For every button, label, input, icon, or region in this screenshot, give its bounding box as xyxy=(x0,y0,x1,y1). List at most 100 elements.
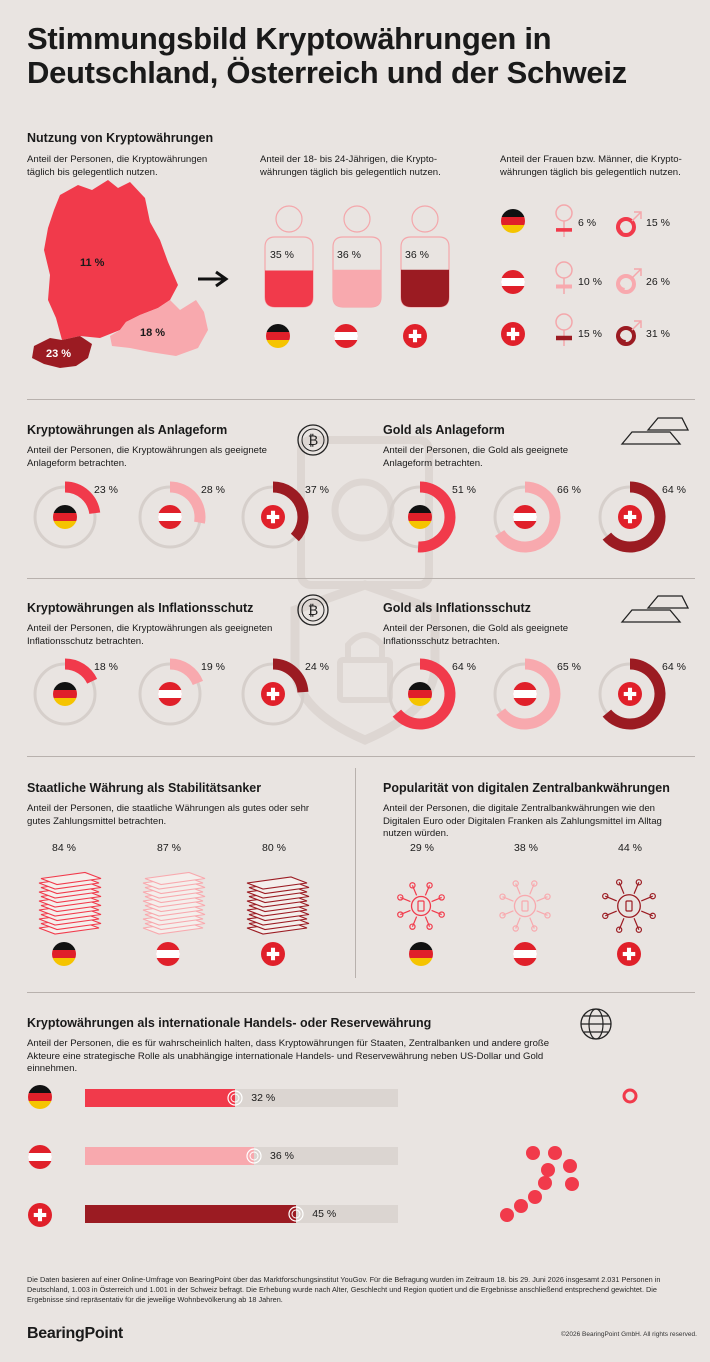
dot xyxy=(538,1176,552,1190)
reserve-bar-at xyxy=(85,1147,255,1165)
person-fill xyxy=(401,269,449,307)
donut-chart xyxy=(138,658,204,726)
infl-crypto-de: 18 % xyxy=(94,661,118,673)
dot-ring xyxy=(622,1088,638,1104)
infl-gold-title: Gold als Inflationsschutz xyxy=(383,601,531,615)
money-stack-icon xyxy=(38,871,102,935)
copyright: ©2026 BearingPoint GmbH. All rights rese… xyxy=(561,1331,697,1338)
reserve-sub: Anteil der Personen, die es für wahrsche… xyxy=(27,1038,550,1074)
infl-crypto-ch: 24 % xyxy=(305,661,329,673)
usage-young-sub: Anteil der 18- bis 24-Jährigen, die Kryp… xyxy=(260,154,441,178)
money-stacks xyxy=(38,871,310,935)
flag-de-icon xyxy=(28,1085,52,1109)
donut-charts xyxy=(33,481,666,730)
map-value-at: 18 % xyxy=(140,327,166,339)
infl-crypto-title: Kryptowährungen als Inflationsschutz xyxy=(27,601,254,615)
digital-coin-icon xyxy=(397,882,445,930)
usage-map-sub: Anteil der Personen, die Kryptowährungen… xyxy=(27,154,208,178)
men-ch: 31 % xyxy=(646,328,670,340)
stability-title: Staatliche Währung als Stabilitätsanker xyxy=(27,781,262,795)
svg-text:₿: ₿ xyxy=(308,602,318,618)
flag-ch-icon xyxy=(261,942,285,966)
money-stack-icon xyxy=(246,876,310,935)
young-value-at: 36 % xyxy=(337,249,361,261)
money-stack-icon xyxy=(142,871,206,935)
bitcoin-icon: ₿ xyxy=(297,594,329,626)
donut-arc xyxy=(272,658,309,693)
invest-crypto-at: 28 % xyxy=(201,484,225,496)
men-de: 15 % xyxy=(646,217,670,229)
reserve-bar-de xyxy=(85,1089,236,1107)
map-austria xyxy=(110,300,208,356)
invest-gold-sub: Anteil der Personen, die Gold als geeign… xyxy=(383,445,569,469)
page-title: Stimmungsbild Kryptowährungen in Deutsch… xyxy=(27,21,627,90)
invest-gold-at: 66 % xyxy=(557,484,581,496)
invest-gold-title: Gold als Anlageform xyxy=(383,423,505,437)
gold-bars-icon xyxy=(620,595,690,623)
coin-icon xyxy=(246,1148,262,1164)
dot xyxy=(514,1199,528,1213)
coin-icon xyxy=(227,1090,243,1106)
dach-map xyxy=(32,180,208,368)
dot xyxy=(526,1146,540,1160)
women-at: 10 % xyxy=(578,276,602,288)
person-fill xyxy=(265,270,313,307)
dot xyxy=(563,1159,577,1173)
dots-decoration xyxy=(500,1088,638,1222)
arrow-right-icon xyxy=(198,270,229,288)
person-figure xyxy=(332,205,382,308)
stability-at: 87 % xyxy=(157,842,181,854)
digital-coin-icon xyxy=(602,879,656,933)
donut-chart xyxy=(493,658,561,730)
invest-crypto-sub: Anteil der Personen, die Kryptowährungen… xyxy=(27,445,268,469)
flag-de-icon xyxy=(409,942,433,966)
map-switzerland xyxy=(32,336,92,368)
donut-arc xyxy=(392,658,456,730)
usage-title: Nutzung von Kryptowährungen xyxy=(27,131,214,145)
donut-chart xyxy=(138,481,206,549)
reserve-value-de: 32 % xyxy=(251,1092,276,1104)
flag-at-icon xyxy=(156,942,180,966)
donut-chart xyxy=(388,481,456,553)
young-value-de: 35 % xyxy=(270,249,294,261)
usage-gender-sub: Anteil der Frauen bzw. Männer, die Krypt… xyxy=(500,154,682,178)
donut-arc xyxy=(64,481,101,515)
cbdc-coin-icons xyxy=(397,879,656,933)
brand-logo: BearingPoint xyxy=(27,1325,123,1342)
cbdc-title: Popularität von digitalen Zentralbankwäh… xyxy=(383,781,670,795)
infl-gold-at: 65 % xyxy=(557,661,581,673)
female-icon xyxy=(555,313,573,346)
donut-arc xyxy=(417,481,456,553)
flag-de-icon xyxy=(52,942,76,966)
invest-gold-de: 51 % xyxy=(452,484,476,496)
coin-icon xyxy=(288,1206,304,1222)
bitcoin-icon: ₿ xyxy=(297,424,329,456)
donut-arc xyxy=(169,481,206,524)
invest-gold-ch: 64 % xyxy=(662,484,686,496)
stability-ch: 80 % xyxy=(262,842,286,854)
person-figure xyxy=(264,205,314,308)
gold-bars-icon xyxy=(620,417,690,445)
infl-gold-ch: 64 % xyxy=(662,661,686,673)
infl-gold-sub: Anteil der Personen, die Gold als geeign… xyxy=(383,623,569,647)
cbdc-at: 38 % xyxy=(514,842,538,854)
young-figures xyxy=(264,205,450,308)
cbdc-ch: 44 % xyxy=(618,842,642,854)
invest-crypto-de: 23 % xyxy=(94,484,118,496)
person-fill xyxy=(333,269,381,307)
reserve-value-at: 36 % xyxy=(270,1150,294,1162)
infl-gold-de: 64 % xyxy=(452,661,476,673)
reserve-bar-ch xyxy=(85,1205,297,1223)
dot xyxy=(541,1163,555,1177)
gender-symbols xyxy=(555,204,642,346)
women-ch: 15 % xyxy=(578,328,602,340)
dot xyxy=(528,1190,542,1204)
cbdc-sub: Anteil der Personen, die digitale Zentra… xyxy=(383,803,662,839)
digital-coin-icon xyxy=(499,880,551,932)
donut-arc xyxy=(272,481,309,542)
male-icon xyxy=(616,320,642,346)
svg-text:₿: ₿ xyxy=(308,432,318,448)
cbdc-de: 29 % xyxy=(410,842,434,854)
map-value-ch: 23 % xyxy=(46,348,72,360)
stability-de: 84 % xyxy=(52,842,76,854)
